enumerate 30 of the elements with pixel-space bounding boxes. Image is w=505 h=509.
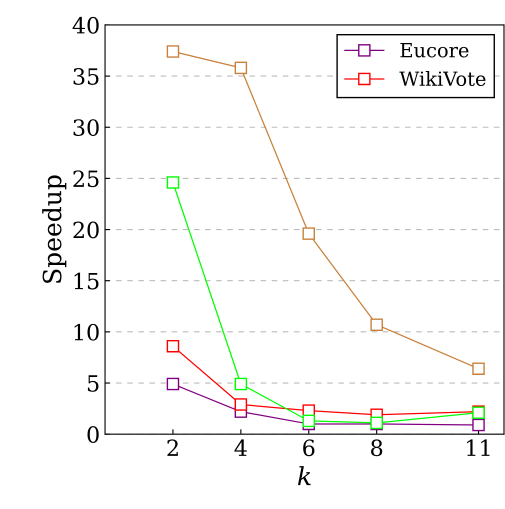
legend-label: WikiVote	[399, 70, 486, 86]
x-tick-label: 11	[467, 439, 490, 456]
point	[234, 398, 248, 411]
y-tick-label: 5	[88, 375, 98, 392]
point	[472, 418, 485, 432]
point	[234, 62, 248, 74]
point	[302, 227, 316, 240]
point	[166, 45, 180, 58]
point	[166, 176, 180, 189]
y-tick-label: 30	[74, 119, 99, 136]
y-tick-label: 15	[74, 272, 98, 290]
point	[166, 378, 180, 390]
x-tick-label: 2	[167, 439, 178, 456]
legend-label: Eucore	[400, 43, 468, 58]
point	[166, 340, 180, 352]
x-axis-title: k	[298, 466, 311, 486]
y-tick-label: 0	[88, 426, 99, 443]
point	[370, 318, 383, 331]
y-tick-label: 10	[74, 324, 99, 341]
point	[302, 414, 316, 428]
point	[472, 362, 485, 375]
y-tick-label: 25	[73, 170, 98, 188]
y-tick-label: 40	[72, 16, 99, 34]
x-tick-label: 4	[234, 439, 247, 456]
y-tick-label: 35	[74, 68, 98, 85]
point	[234, 378, 248, 390]
y-axis-title: Speedup	[42, 175, 66, 283]
x-tick-label: 8	[371, 439, 382, 456]
y-tick-label: 20	[73, 222, 99, 238]
x-tick-label: 6	[303, 439, 314, 456]
